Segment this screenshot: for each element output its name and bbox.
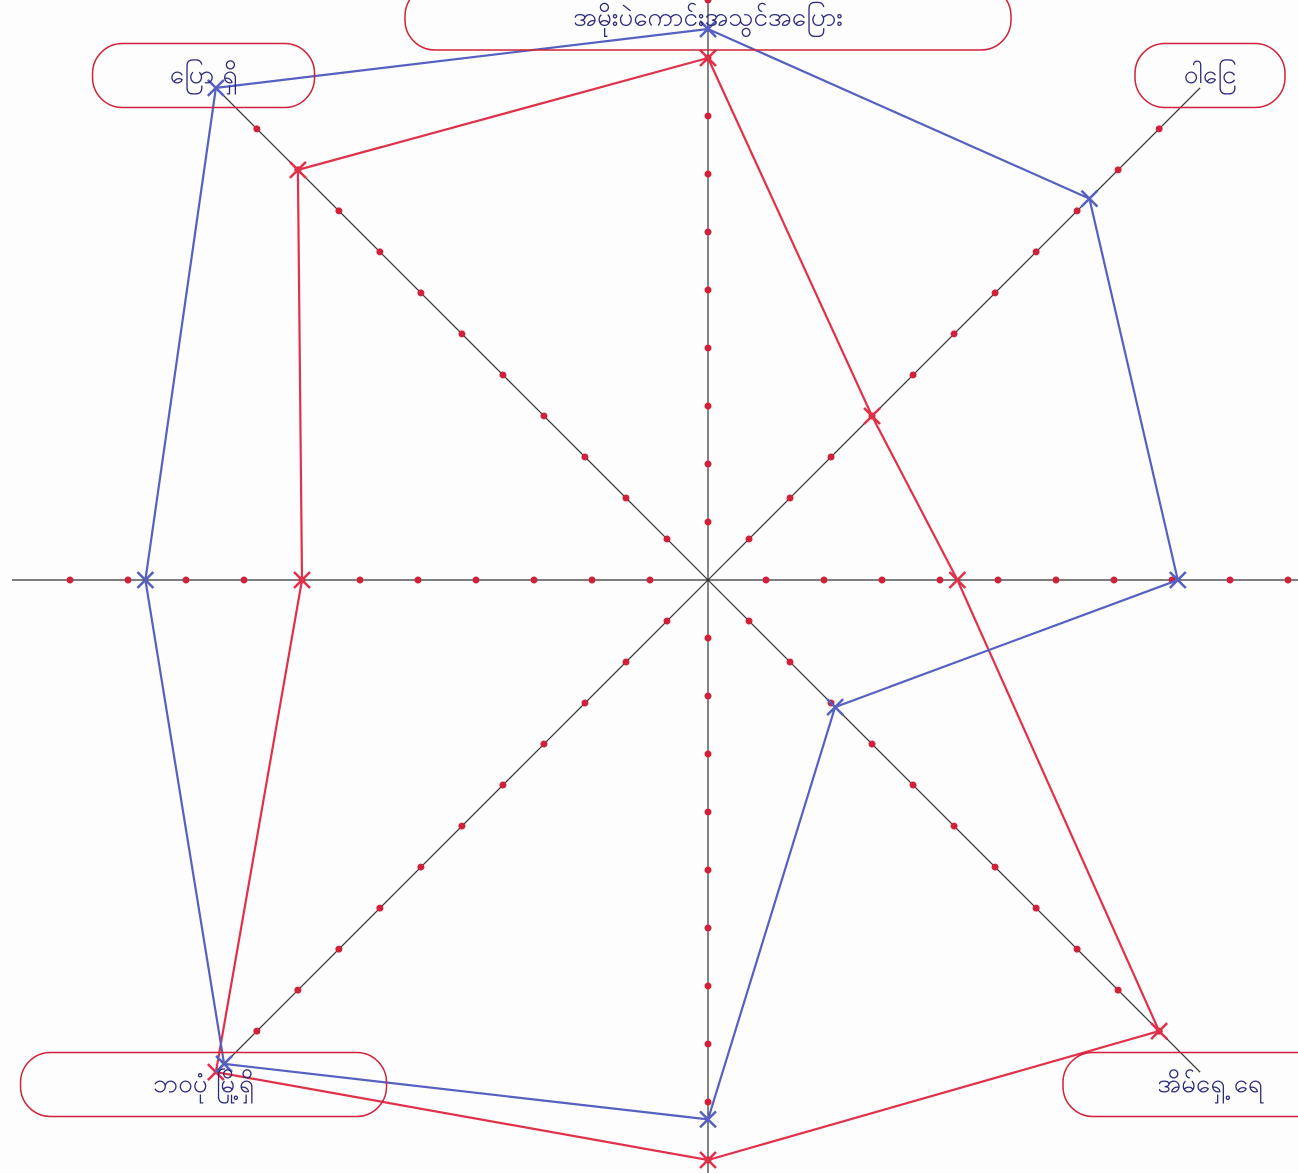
tick-dot: [705, 229, 712, 236]
tick-dot: [1156, 125, 1163, 132]
tick-dot: [1074, 207, 1081, 214]
tick-dot: [1053, 577, 1060, 584]
tick-dot: [951, 330, 958, 337]
tick-dot: [705, 287, 712, 294]
tick-dot: [647, 577, 654, 584]
tick-dot: [705, 1099, 712, 1106]
tick-dot: [705, 751, 712, 758]
tick-dot: [622, 659, 629, 666]
tick-dot: [294, 987, 301, 994]
tick-dot: [705, 461, 712, 468]
tick-dot: [357, 577, 364, 584]
series-line: [145, 29, 1177, 1119]
tick-dot: [417, 864, 424, 871]
tick-dot: [1285, 577, 1292, 584]
tick-dot: [183, 577, 190, 584]
page: {"chart_data": {"type": "radar", "catego…: [0, 0, 1298, 1173]
tick-dot: [705, 983, 712, 990]
tick-dot: [705, 809, 712, 816]
tick-dot: [540, 412, 547, 419]
tick-dot: [910, 371, 917, 378]
tick-dot: [622, 494, 629, 501]
tick-dot: [705, 693, 712, 700]
tick-dot: [828, 453, 835, 460]
tick-dot: [746, 535, 753, 542]
tick-dot: [705, 867, 712, 874]
tick-dot: [705, 925, 712, 932]
tick-dot: [335, 946, 342, 953]
tick-dot: [458, 330, 465, 337]
tick-dot: [910, 782, 917, 789]
tick-dot: [499, 371, 506, 378]
tick-dot: [705, 345, 712, 352]
tick-dot: [663, 535, 670, 542]
tick-dot: [499, 782, 506, 789]
tick-dot: [763, 577, 770, 584]
tick-dot: [1033, 905, 1040, 912]
tick-dot: [787, 494, 794, 501]
tick-dot: [253, 125, 260, 132]
tick-dot: [746, 618, 753, 625]
tick-dot: [992, 289, 999, 296]
tick-dot: [241, 577, 248, 584]
tick-dot: [1115, 166, 1122, 173]
tick-dot: [951, 823, 958, 830]
tick-dot: [415, 577, 422, 584]
tick-dot: [663, 618, 670, 625]
tick-dot: [67, 577, 74, 584]
category-label: ဘဝပုံ မြို့ရှိ: [153, 1066, 254, 1104]
tick-dot: [705, 519, 712, 526]
tick-dot: [705, 171, 712, 178]
tick-dot: [879, 577, 886, 584]
tick-dot: [417, 289, 424, 296]
tick-dot: [787, 659, 794, 666]
data-point: [864, 408, 880, 424]
tick-dot: [705, 1041, 712, 1048]
data-point: [1081, 191, 1097, 207]
tick-dot: [335, 207, 342, 214]
chart: အမိုးပဲကောင်းအသွင်အပြေားဝါငြေအိမ်ရှေ့ ရေ…: [0, 0, 1298, 1173]
tick-dot: [125, 577, 132, 584]
tick-dot: [705, 403, 712, 410]
data-point: [827, 699, 843, 715]
tick-dot: [581, 700, 588, 707]
tick-dot: [1111, 577, 1118, 584]
series-line: [216, 58, 1159, 1160]
tick-dot: [869, 741, 876, 748]
tick-dot: [581, 453, 588, 460]
tick-dot: [376, 905, 383, 912]
tick-dot: [540, 741, 547, 748]
tick-dot: [589, 577, 596, 584]
tick-dot: [1033, 248, 1040, 255]
tick-dot: [253, 1028, 260, 1035]
tick-dot: [1074, 946, 1081, 953]
category-label: အမိုးပဲကောင်းအသွင်အပြေား: [573, 0, 843, 38]
category-label: ပြော ရှိ: [170, 57, 238, 95]
tick-dot: [376, 248, 383, 255]
tick-dot: [992, 864, 999, 871]
tick-dot: [473, 577, 480, 584]
category-label: အိမ်ရှေ့ ရေ: [1157, 1068, 1265, 1104]
tick-dot: [1227, 577, 1234, 584]
tick-dot: [458, 823, 465, 830]
category-label: ဝါငြေ: [1184, 57, 1237, 95]
tick-dot: [705, 635, 712, 642]
tick-dot: [995, 577, 1002, 584]
tick-dot: [821, 577, 828, 584]
tick-dot: [937, 577, 944, 584]
tick-dot: [705, 113, 712, 120]
data-point: [1151, 1023, 1167, 1039]
tick-dot: [1115, 987, 1122, 994]
tick-dot: [531, 577, 538, 584]
